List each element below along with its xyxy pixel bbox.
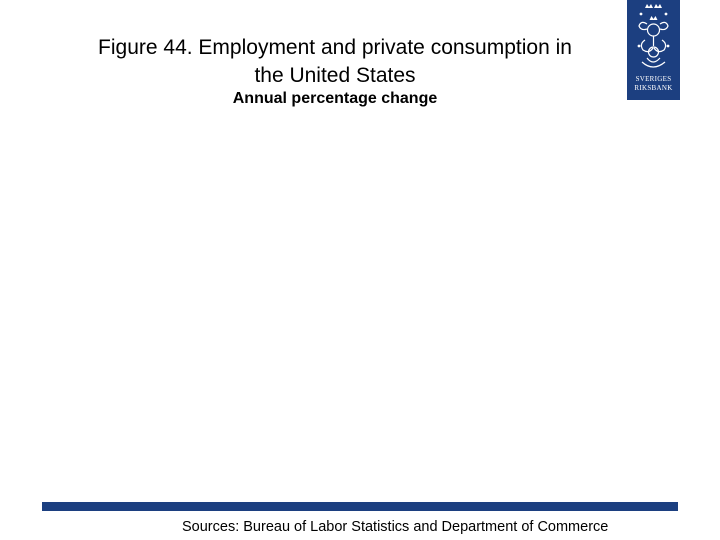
slide-title-line-1: Figure 44. Employment and private consum… [98, 36, 572, 59]
slide-title-line-2: the United States [254, 64, 416, 87]
logo-text-line-1: SVERIGES [635, 75, 672, 83]
slide-subtitle: Annual percentage change [232, 90, 438, 107]
riksbank-crest-icon [637, 4, 670, 68]
logo-text-line-2: RIKSBANK [634, 84, 673, 92]
riksbank-logo: SVERIGES RIKSBANK [627, 0, 680, 100]
footer-bar [42, 502, 678, 511]
slide-title: Figure 44. Employment and private consum… [20, 34, 650, 90]
sources-note: Sources: Bureau of Labor Statistics and … [182, 519, 609, 535]
